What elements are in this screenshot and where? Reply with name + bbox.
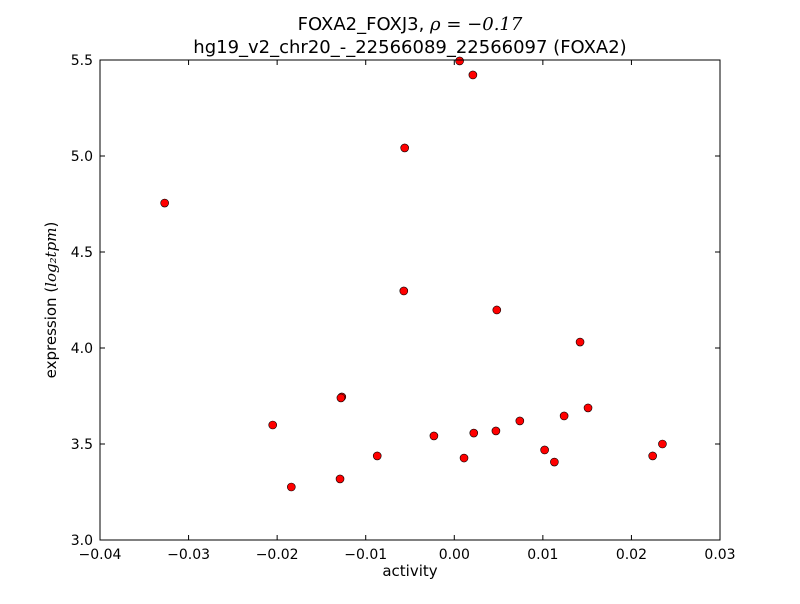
data-point — [492, 305, 502, 315]
rho-annotation: ρ = −0.17 — [429, 14, 523, 35]
x-tick-label: −0.03 — [167, 547, 210, 563]
x-tick-label: −0.04 — [79, 547, 122, 563]
data-point — [583, 403, 593, 413]
data-point — [468, 70, 478, 80]
data-point — [575, 337, 585, 347]
plot-area — [99, 59, 721, 541]
y-axis-label: expression (log₂tpm) — [42, 222, 60, 379]
data-point — [400, 143, 409, 153]
data-point — [335, 474, 345, 484]
data-point — [160, 198, 169, 208]
data-point — [540, 445, 549, 455]
y-tick-label: 5.5 — [71, 53, 93, 69]
x-tick-label: −0.02 — [256, 547, 299, 563]
x-tick-label: 0.03 — [704, 547, 735, 563]
data-point — [658, 439, 667, 449]
data-point — [268, 420, 278, 430]
x-axis-label: activity — [382, 562, 437, 580]
x-tick-label: 0.00 — [439, 547, 470, 563]
data-point — [372, 451, 382, 461]
data-point — [287, 482, 296, 492]
data-point — [515, 416, 525, 426]
data-point — [648, 451, 657, 461]
x-tick-label: 0.01 — [527, 547, 558, 563]
data-point — [550, 457, 559, 467]
data-point — [429, 431, 439, 441]
y-tick-label: 4.5 — [71, 245, 93, 261]
data-point — [459, 453, 469, 463]
data-point — [455, 56, 464, 66]
data-point — [399, 286, 409, 296]
y-tick-label: 5.0 — [71, 149, 93, 165]
x-tick-label: −0.01 — [344, 547, 387, 563]
data-point — [559, 411, 569, 421]
chart-title-line2: hg19_v2_chr20_-_22566089_22566097 (FOXA2… — [193, 37, 626, 58]
x-tick-label: 0.02 — [616, 547, 647, 563]
chart-title-line1: FOXA2_FOXJ3, ρ = −0.17 — [298, 14, 523, 35]
y-tick-label: 3.0 — [71, 533, 93, 549]
data-point — [491, 426, 501, 436]
data-point — [336, 393, 346, 403]
y-tick-label: 3.5 — [71, 437, 93, 453]
data-point — [469, 428, 479, 438]
y-tick-label: 4.0 — [71, 341, 93, 357]
